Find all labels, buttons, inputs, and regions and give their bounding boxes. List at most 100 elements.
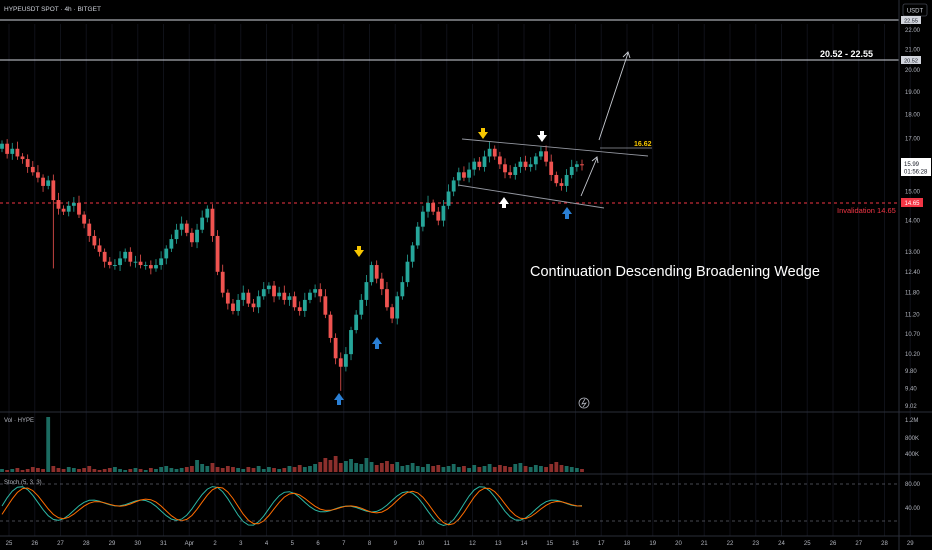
candle-body bbox=[302, 299, 307, 311]
volume-bar bbox=[297, 465, 302, 472]
pattern-title[interactable]: Continuation Descending Broadening Wedge bbox=[530, 264, 820, 280]
time-tick: 28 bbox=[881, 541, 888, 547]
candle-body bbox=[20, 156, 25, 160]
svg-text:USDT: USDT bbox=[907, 9, 924, 15]
volume-bar bbox=[220, 468, 225, 472]
candle-body bbox=[379, 278, 384, 290]
volume-bar bbox=[420, 467, 425, 472]
volume-bar bbox=[580, 469, 584, 472]
currency-badge[interactable]: USDT bbox=[902, 3, 928, 17]
volume-bar bbox=[46, 417, 51, 472]
time-tick: 15 bbox=[546, 541, 553, 547]
volume-bar bbox=[569, 467, 574, 472]
time-tick: 21 bbox=[701, 541, 708, 547]
volume-bar bbox=[128, 469, 133, 472]
candle-body bbox=[92, 235, 97, 246]
volume-bar bbox=[487, 464, 492, 472]
time-axis[interactable]: 25 26 27 28 29 30 31 Apr 2 3 4 5 6 7 8 9 10 11 12 13 14 15 16 1… bbox=[6, 541, 932, 547]
yellow-down-arrow-1 bbox=[354, 246, 364, 257]
volume-bar bbox=[405, 465, 410, 472]
volume-bar bbox=[210, 463, 215, 472]
resistance-label[interactable]: 16.62 bbox=[634, 141, 652, 148]
candle-body bbox=[446, 191, 451, 206]
price-tick: 17.00 bbox=[905, 137, 921, 143]
price-tick: 22.00 bbox=[905, 28, 921, 34]
candle-body bbox=[25, 159, 30, 167]
volume-bar bbox=[200, 464, 205, 472]
volume-bar bbox=[359, 464, 364, 472]
volume-bar bbox=[302, 467, 307, 472]
candle-body bbox=[328, 314, 333, 338]
volume-bar bbox=[451, 464, 456, 472]
stoch-label[interactable]: Stoch (5, 3, 3) bbox=[4, 480, 42, 486]
candle-body bbox=[523, 161, 528, 167]
volume-bar bbox=[87, 466, 92, 472]
volume-bar bbox=[107, 468, 112, 472]
target-label[interactable]: 20.52 - 22.55 bbox=[820, 49, 873, 59]
time-tick: 17 bbox=[598, 541, 605, 547]
candle-body bbox=[513, 166, 518, 175]
candle-body bbox=[323, 296, 328, 315]
volume-bar bbox=[25, 469, 30, 472]
candle-body bbox=[297, 307, 302, 311]
volume-label[interactable]: Vol · HYPE bbox=[4, 418, 34, 424]
candles bbox=[0, 139, 584, 391]
candle-body bbox=[405, 261, 410, 283]
wedge-upper-line[interactable] bbox=[461, 138, 649, 157]
wedge-lower-line[interactable] bbox=[457, 184, 605, 209]
candle-body bbox=[308, 292, 312, 300]
svg-text:01:56:28: 01:56:28 bbox=[904, 170, 928, 176]
candle-body bbox=[51, 180, 56, 201]
candle-body bbox=[210, 208, 215, 236]
candle-body bbox=[113, 265, 117, 267]
volume-bar bbox=[436, 465, 441, 472]
candle-body bbox=[128, 251, 133, 262]
candle-body bbox=[544, 151, 548, 162]
time-tick: 6 bbox=[316, 541, 320, 547]
volume-bar bbox=[225, 466, 230, 472]
time-tick: 7 bbox=[342, 541, 346, 547]
blue-up-arrow-1 bbox=[334, 393, 344, 405]
candle-body bbox=[77, 202, 81, 215]
volume-bar bbox=[246, 467, 251, 472]
candle-body bbox=[200, 217, 205, 230]
volume-bar bbox=[71, 468, 76, 472]
volume-bar bbox=[30, 467, 35, 472]
candle-body bbox=[508, 172, 513, 175]
candle-body bbox=[385, 289, 389, 308]
price-tick: 11.20 bbox=[905, 313, 920, 319]
candle-body bbox=[420, 211, 425, 227]
candle-body bbox=[272, 285, 276, 297]
candle-body bbox=[564, 174, 569, 186]
volume-bar bbox=[544, 467, 548, 472]
volume-bar bbox=[51, 466, 56, 472]
candle-body bbox=[318, 289, 323, 297]
volume-bar bbox=[518, 463, 523, 472]
invalidation-label[interactable]: Invalidation 14.65 bbox=[837, 206, 896, 215]
price-tick: 14.00 bbox=[905, 219, 921, 225]
volume-bar bbox=[318, 462, 323, 472]
volume-bar bbox=[133, 468, 138, 472]
volume-bar bbox=[236, 468, 241, 472]
time-tick: 29 bbox=[109, 541, 116, 547]
candle-body bbox=[431, 202, 436, 212]
time-tick: 30 bbox=[134, 541, 141, 547]
volume-bar bbox=[549, 464, 554, 472]
candle-body bbox=[174, 229, 179, 240]
volume-bar bbox=[195, 460, 199, 472]
volume-bar bbox=[513, 464, 518, 472]
time-tick: 20 bbox=[675, 541, 682, 547]
symbol-title[interactable]: HYPEUSDT SPOT · 4h · BITGET bbox=[4, 6, 101, 13]
stoch-tick-40: 40.00 bbox=[905, 506, 921, 512]
volume-bar bbox=[174, 469, 179, 472]
candle-body bbox=[400, 282, 405, 297]
volume-bar bbox=[374, 465, 379, 472]
candle-body bbox=[410, 245, 415, 262]
candle-body bbox=[472, 161, 477, 170]
volume-bar bbox=[497, 465, 502, 472]
candle-body bbox=[246, 292, 251, 304]
lightning-icon[interactable] bbox=[578, 397, 590, 409]
candle-body bbox=[487, 148, 492, 157]
time-tick: 2 bbox=[213, 541, 217, 547]
